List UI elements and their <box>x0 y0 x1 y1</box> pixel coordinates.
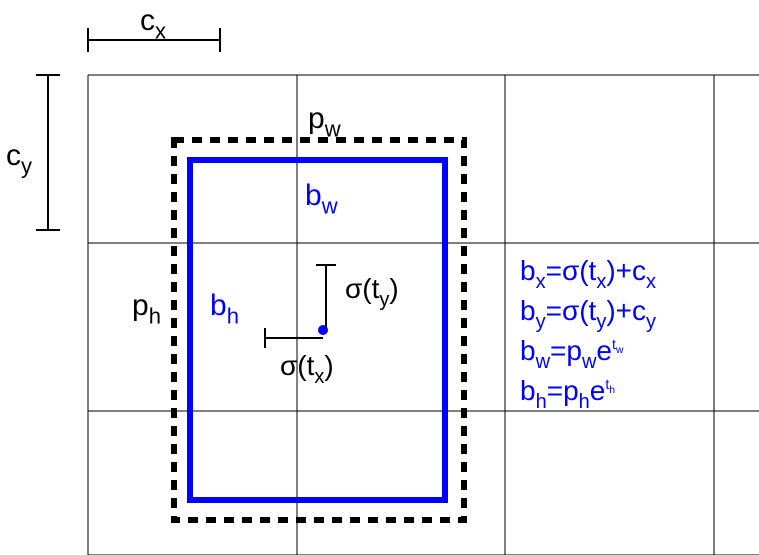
equation-line: bw=pwetw <box>520 335 624 373</box>
sigma-tx-label: σ(tx) <box>280 350 334 388</box>
bh-label: bh <box>210 289 239 328</box>
svg-text:cx: cx <box>140 4 166 43</box>
bw-label: bw <box>305 179 338 218</box>
equations: bx=σ(tx)+cxby=σ(ty)+cybw=pwetwbh=pheth <box>520 255 656 413</box>
cy-label: cy <box>6 139 32 178</box>
svg-text:bh: bh <box>210 289 239 328</box>
svg-text:cy: cy <box>6 139 32 178</box>
svg-text:bw: bw <box>305 179 338 218</box>
sigma-tx-bracket <box>265 328 323 348</box>
sigma-ty-label: σ(ty) <box>345 273 399 311</box>
sigma-ty-bracket <box>316 265 336 330</box>
center-point <box>318 325 328 335</box>
equation-line: by=σ(ty)+cy <box>520 295 656 333</box>
ph-label: ph <box>132 289 161 328</box>
svg-text:σ(tx): σ(tx) <box>280 350 334 388</box>
pw-label: pw <box>308 102 341 141</box>
equation-line: bx=σ(tx)+cx <box>520 255 656 293</box>
equation-line: bh=pheth <box>520 375 615 413</box>
svg-text:σ(ty): σ(ty) <box>345 273 399 311</box>
cy-bracket <box>36 75 60 230</box>
svg-text:ph: ph <box>132 289 161 328</box>
cx-label: cx <box>140 4 166 43</box>
svg-text:pw: pw <box>308 102 341 141</box>
